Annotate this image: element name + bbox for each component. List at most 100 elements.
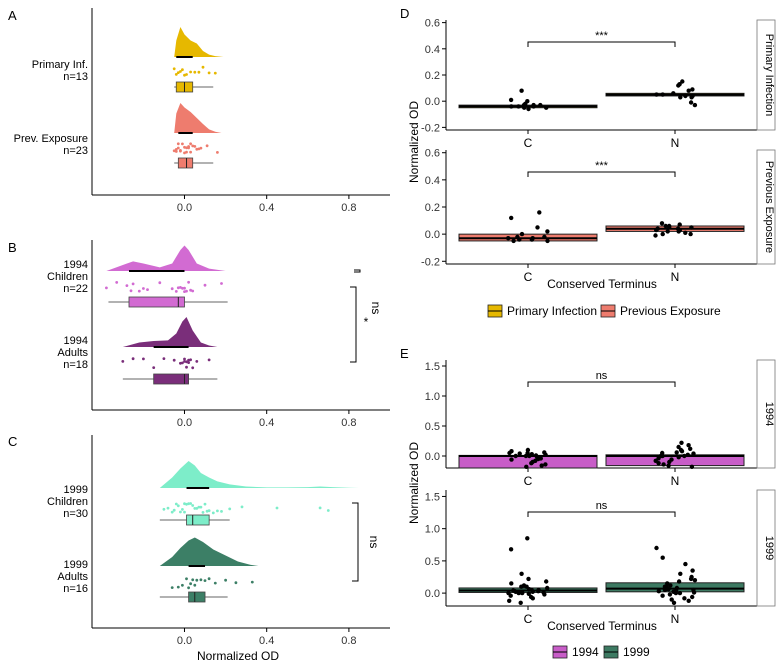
data-point: [692, 578, 698, 583]
data-point: [509, 215, 514, 221]
data-point: [526, 576, 531, 582]
data-point: [676, 83, 681, 88]
data-point: [545, 229, 550, 234]
data-point: [519, 231, 525, 237]
data-point: [663, 223, 668, 229]
data-point: [543, 452, 548, 457]
rain-point: [189, 70, 193, 74]
rain-point: [195, 578, 199, 582]
x-tick-label: 0.0: [177, 635, 192, 647]
rain-point: [185, 502, 188, 506]
rain-point: [203, 502, 207, 506]
density-cloud: [106, 245, 226, 271]
box-body: [605, 454, 745, 467]
data-point: [529, 237, 535, 242]
rain-point: [146, 288, 149, 291]
data-point: [676, 579, 682, 584]
data-point: [544, 579, 549, 584]
rain-point: [213, 71, 217, 75]
significance-bracket: [350, 286, 357, 363]
data-point: [519, 88, 524, 93]
data-point: [517, 451, 522, 456]
rain-point: [181, 68, 184, 72]
rain-point: [203, 283, 207, 287]
data-point: [516, 104, 521, 109]
data-point: [676, 229, 681, 234]
facet-strip: [756, 359, 776, 469]
data-point: [667, 225, 672, 230]
group-label: Primary Inf.: [32, 59, 88, 71]
data-point: [673, 590, 679, 596]
data-point: [536, 456, 541, 462]
rain-point: [191, 504, 195, 507]
rain-point: [181, 583, 184, 587]
y-tick-label: 1.0: [425, 391, 440, 403]
rain-point: [189, 358, 193, 362]
legend-label: 1994: [572, 645, 599, 659]
group-label: Adults: [57, 347, 88, 359]
data-point: [519, 571, 524, 576]
data-point: [508, 97, 514, 103]
rain-point: [195, 507, 199, 510]
rain-point: [142, 287, 145, 290]
significance-label: ns: [596, 370, 608, 382]
y-tick-label: 0.4: [425, 44, 440, 56]
density-cloud: [159, 461, 360, 488]
data-point: [526, 106, 531, 112]
data-point: [545, 585, 550, 591]
data-point: [660, 453, 665, 459]
rain-point: [179, 510, 182, 514]
rain-point: [199, 146, 203, 150]
group-n-label: n=18: [63, 359, 88, 371]
data-point: [525, 536, 530, 541]
data-point: [529, 587, 534, 593]
data-point: [676, 455, 681, 460]
data-point: [669, 597, 674, 602]
rain-point: [183, 286, 186, 290]
group-label: Adults: [57, 571, 88, 583]
rain-point: [197, 70, 201, 74]
rain-point: [176, 71, 180, 74]
group-label: Prev. Exposure: [14, 133, 88, 145]
rain-point: [216, 151, 219, 154]
facet-strip: [756, 149, 776, 265]
y-tick-label: 1.0: [425, 524, 440, 536]
rain-point: [181, 142, 184, 146]
data-point: [665, 229, 670, 234]
data-point: [677, 222, 682, 227]
group-label: 1999: [64, 484, 88, 496]
data-point: [689, 225, 694, 230]
significance-bracket: [527, 41, 676, 47]
rain-point: [185, 289, 188, 293]
rain-point: [224, 578, 228, 582]
data-point: [690, 87, 695, 92]
rain-point: [228, 507, 232, 511]
rain-point: [170, 586, 174, 589]
data-point: [676, 444, 681, 450]
data-point: [521, 102, 527, 108]
y-tick-label: 0.0: [425, 588, 440, 600]
y-tick-label: 0.5: [425, 556, 440, 568]
y-tick-label: -0.2: [421, 256, 440, 268]
data-point: [671, 600, 677, 605]
group-n-label: n=22: [63, 283, 88, 295]
data-point: [683, 230, 688, 235]
rain-point: [115, 281, 119, 284]
rain-point: [181, 361, 184, 365]
group-label: 1994: [64, 335, 88, 347]
significance-bracket: [527, 381, 676, 387]
rain-point: [193, 583, 197, 587]
x-axis-label: Conserved Terminus: [547, 619, 657, 633]
panel-label-c: C: [8, 434, 17, 449]
legend-label: Primary Infection: [507, 304, 597, 318]
legend-label: 1999: [623, 645, 650, 659]
rain-point: [193, 145, 197, 148]
rain-point: [179, 149, 182, 152]
rain-point: [207, 509, 211, 513]
panel-label-e: E: [400, 346, 409, 361]
box-body: [186, 514, 210, 526]
data-point: [523, 453, 529, 459]
data-point: [667, 592, 673, 597]
